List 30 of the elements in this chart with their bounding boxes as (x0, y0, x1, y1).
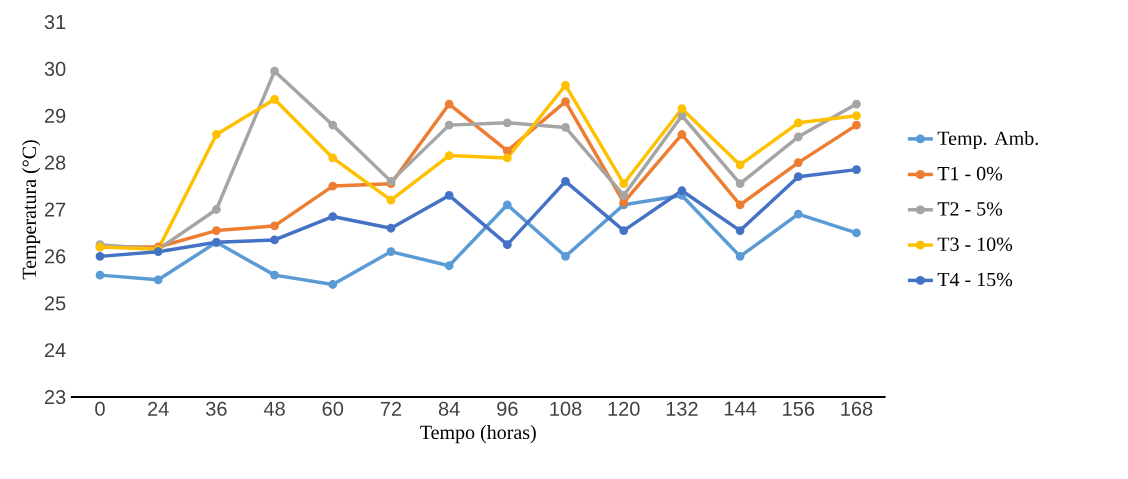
legend-label: Temp. Amb. (937, 130, 1038, 150)
x-tick-label: 24 (148, 401, 169, 416)
x-tick-label: 144 (724, 401, 757, 416)
y-tick-label: 24 (44, 343, 66, 358)
legend-label: T1 - 0% (937, 166, 1003, 181)
x-tick-label: 60 (322, 401, 344, 416)
x-tick-label: 168 (841, 401, 873, 416)
legend-label: T2 - 5% (937, 202, 1003, 216)
x-tick-label: 108 (550, 401, 582, 416)
y-tick-label: 28 (44, 155, 66, 170)
x-tick-label: 0 (95, 401, 105, 416)
y-tick-label: 26 (44, 249, 66, 264)
y-tick-label: 27 (44, 202, 66, 217)
y-tick-label: 30 (44, 61, 66, 76)
x-tick-label: 48 (263, 401, 285, 416)
y-tick-label: 31 (44, 14, 66, 30)
x-tick-label: 36 (206, 401, 227, 416)
legend-label: T4 - 15% (937, 272, 1013, 287)
y-axis-title: Temperatura (°C) (22, 140, 41, 280)
legend-label: T3 - 10% (937, 237, 1013, 252)
x-tick-label: 96 (497, 401, 518, 416)
x-tick-label: 120 (608, 401, 640, 416)
x-tick-label: 84 (438, 401, 460, 416)
y-tick-label: 25 (44, 296, 66, 311)
y-tick-label: 23 (44, 389, 66, 405)
x-tick-label: 132 (666, 401, 698, 416)
y-tick-label: 29 (44, 108, 66, 123)
x-axis-title: Tempo (horas) (420, 425, 536, 444)
x-tick-label: 72 (380, 401, 402, 416)
x-tick-label: 156 (783, 401, 815, 416)
